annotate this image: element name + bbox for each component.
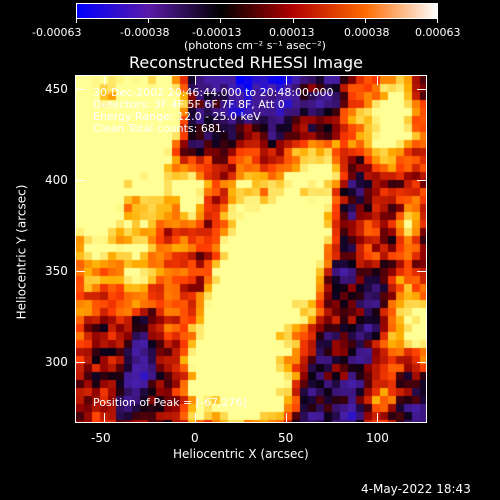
x-major-tick xyxy=(104,413,105,423)
colorbar xyxy=(76,3,438,19)
colorbar-tick xyxy=(365,19,366,23)
footer-timestamp: 4-May-2022 18:43 xyxy=(361,482,471,496)
colorbar-tick xyxy=(76,19,77,23)
colorbar-tick-label: 0.00013 xyxy=(269,26,315,39)
x-major-tick-top xyxy=(286,75,287,85)
colorbar-tick-label: -0.00063 xyxy=(32,26,82,39)
x-tick-label: -50 xyxy=(91,431,111,445)
x-major-tick xyxy=(377,413,378,423)
y-major-tick-right xyxy=(417,271,427,272)
x-axis-label: Heliocentric X (arcsec) xyxy=(173,447,309,461)
y-major-tick xyxy=(75,362,85,363)
colorbar-tick-label: -0.00013 xyxy=(192,26,242,39)
image-panel: 30-Dec-2002 20:46:44.000 to 20:48:00.000… xyxy=(75,75,427,423)
x-major-tick xyxy=(195,413,196,423)
colorbar-tick-label: 0.00063 xyxy=(415,26,461,39)
colorbar-tick xyxy=(220,19,221,23)
time-range-annotation: 30-Dec-2002 20:46:44.000 to 20:48:00.000 xyxy=(93,86,334,99)
reconstructed-image xyxy=(76,76,426,422)
colorbar-tick xyxy=(437,19,438,23)
energy-range-annotation: Energy Range: 12.0 - 25.0 keV xyxy=(93,110,261,123)
x-tick-label: 50 xyxy=(278,431,294,445)
colorbar-tick-label: -0.00038 xyxy=(120,26,170,39)
y-major-tick xyxy=(75,89,85,90)
y-tick-label: 350 xyxy=(45,264,68,278)
x-tick-label: 0 xyxy=(191,431,199,445)
x-major-tick xyxy=(286,413,287,423)
peak-position-annotation: Position of Peak = [-67,276] xyxy=(93,396,247,409)
colorbar-gradient xyxy=(77,4,437,18)
x-major-tick-top xyxy=(104,75,105,85)
clean-counts-annotation: Clean Total counts: 681. xyxy=(93,122,226,135)
y-major-tick-right xyxy=(417,89,427,90)
y-major-tick xyxy=(75,271,85,272)
y-major-tick-right xyxy=(417,180,427,181)
detectors-annotation: Detectors: 3F 4F 5F 6F 7F 8F, Att 0 xyxy=(93,98,285,111)
y-major-tick-right xyxy=(417,362,427,363)
y-axis-label: Heliocentric Y (arcsec) xyxy=(14,184,29,320)
y-tick-label: 450 xyxy=(45,82,68,96)
colorbar-tick-label: 0.00038 xyxy=(344,26,390,39)
colorbar-tick xyxy=(148,19,149,23)
colorbar-tick xyxy=(293,19,294,23)
y-major-tick xyxy=(75,180,85,181)
plot-title: Reconstructed RHESSI Image xyxy=(129,53,363,72)
x-major-tick-top xyxy=(377,75,378,85)
x-major-tick-top xyxy=(195,75,196,85)
x-tick-label: 100 xyxy=(366,431,389,445)
y-tick-label: 300 xyxy=(45,355,68,369)
colorbar-units-label: (photons cm⁻² s⁻¹ asec⁻²) xyxy=(184,39,326,52)
y-tick-label: 400 xyxy=(45,173,68,187)
